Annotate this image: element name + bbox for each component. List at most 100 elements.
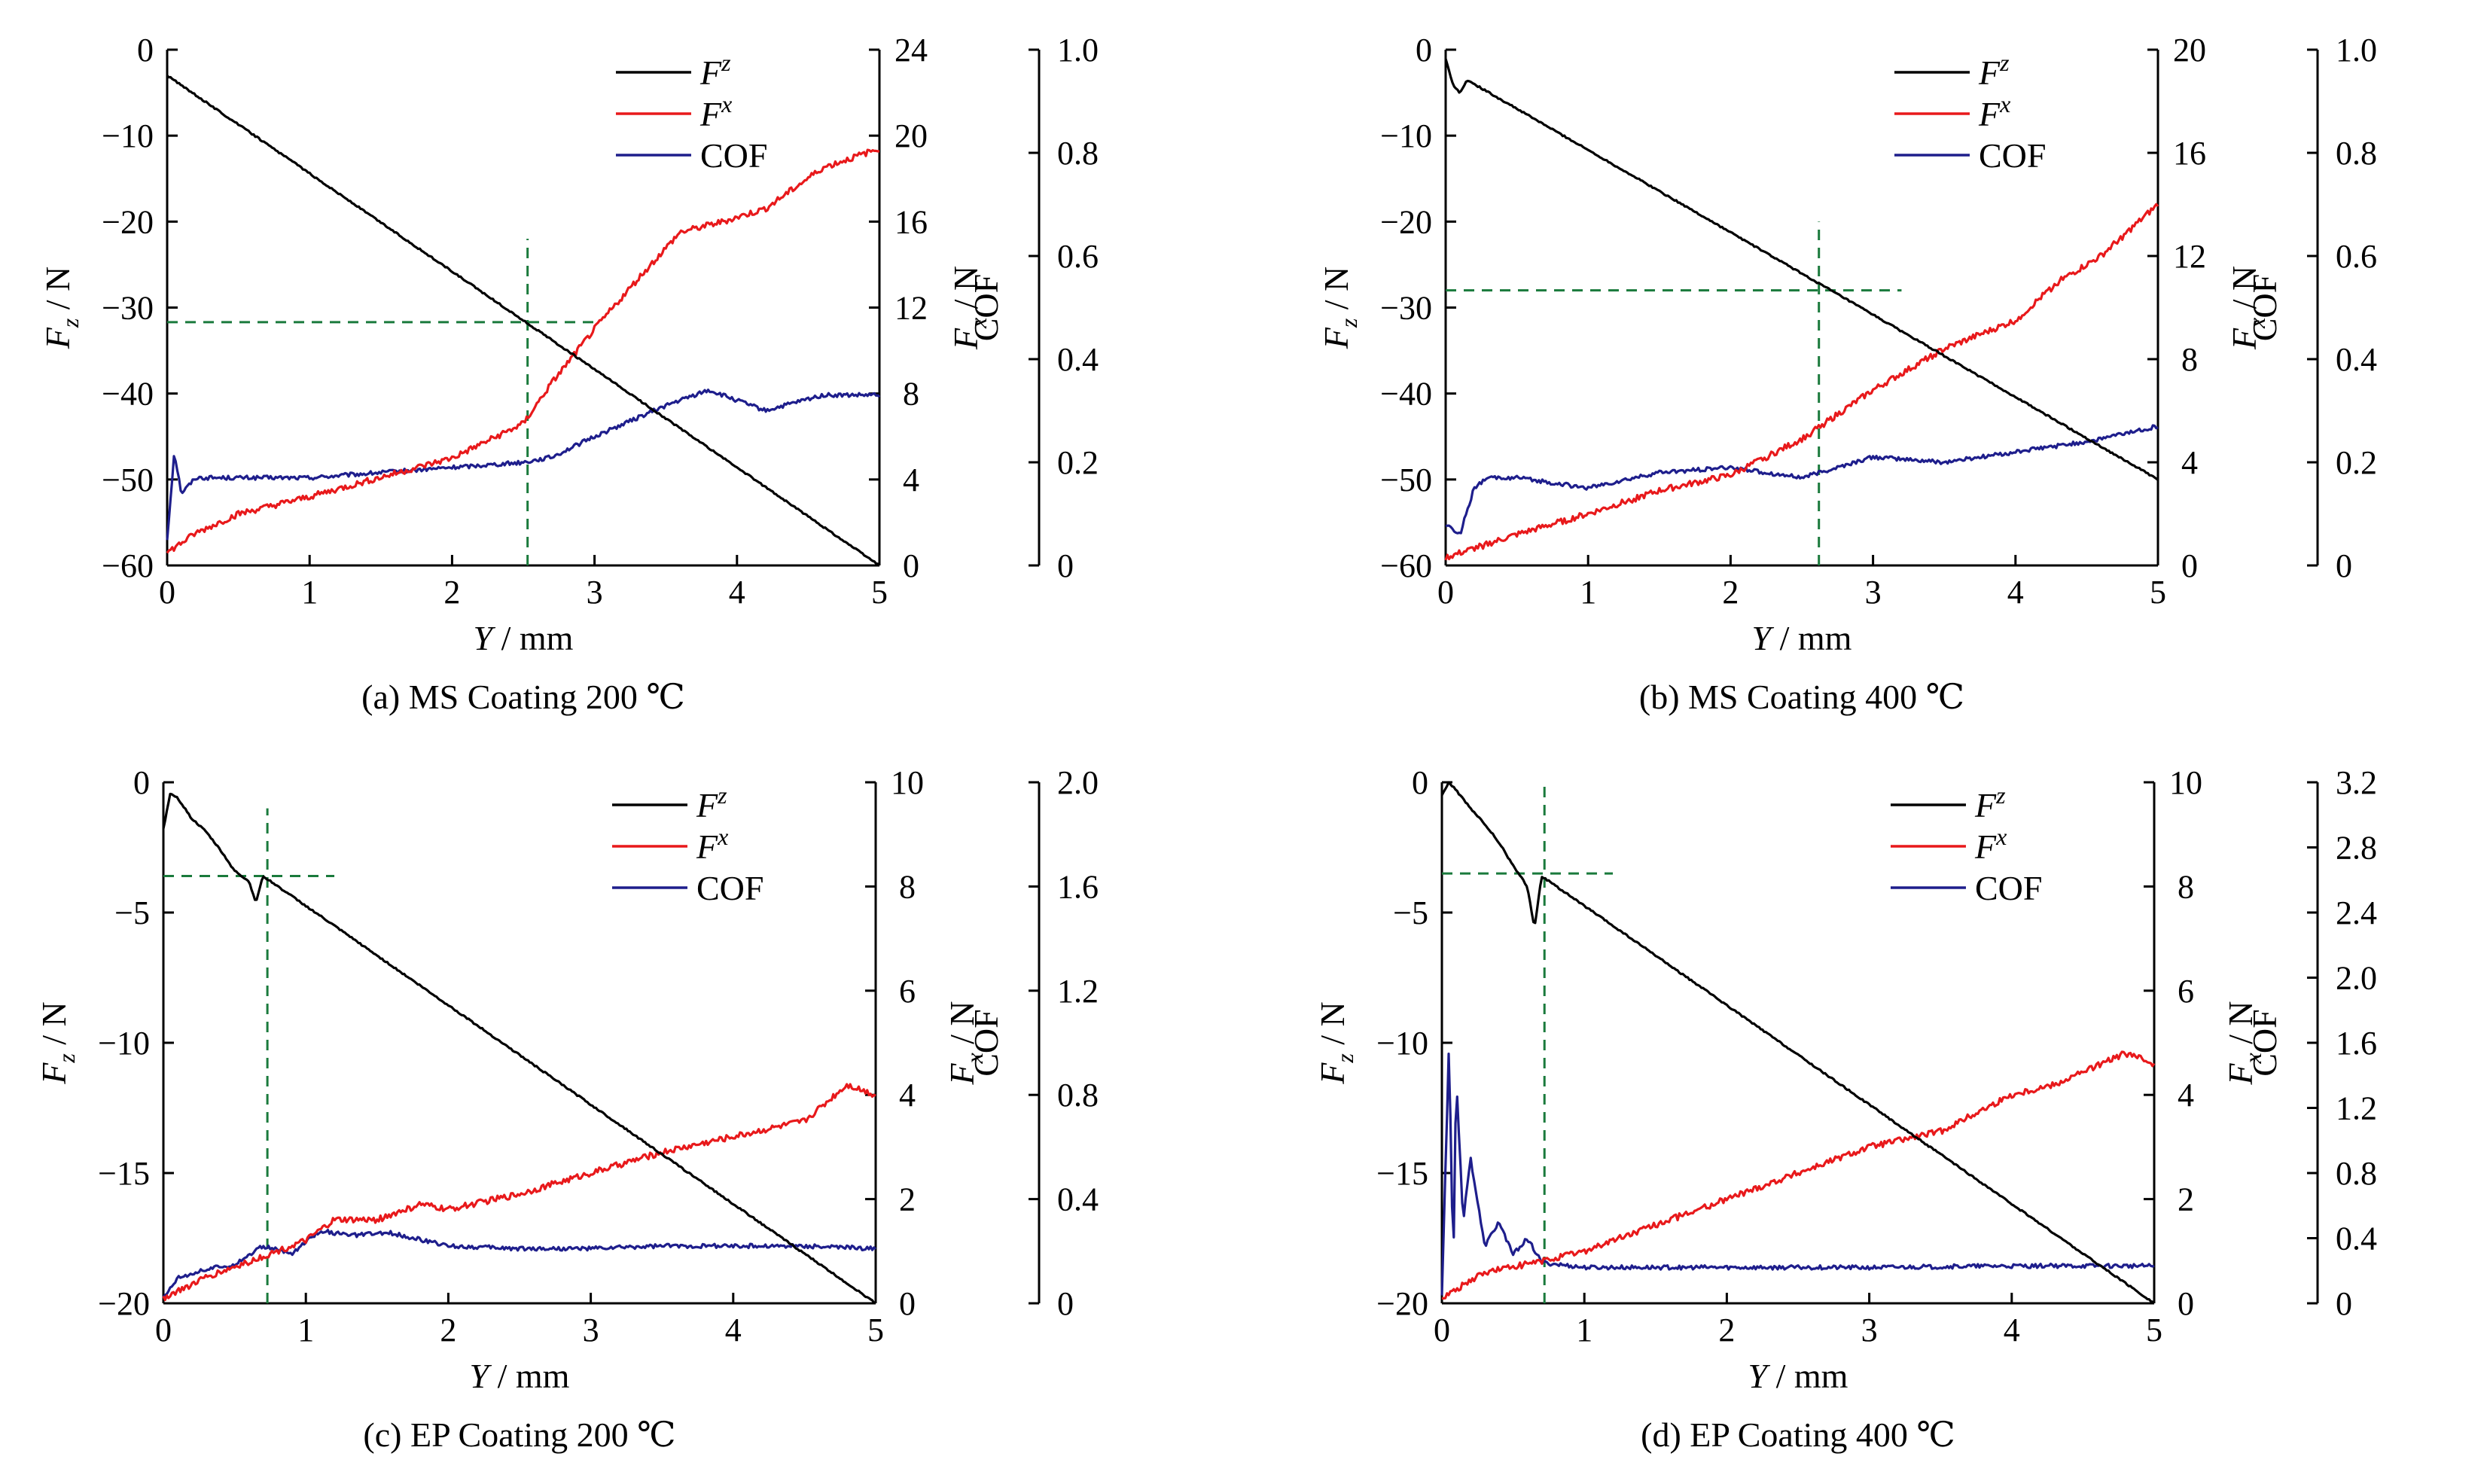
fx-tick-label: 4 [903, 462, 919, 498]
fx-tick-label: 4 [899, 1077, 916, 1114]
panel-caption: (b) MS Coating 400 ℃ [1639, 678, 1964, 716]
panel-b: 0 1 2 3 4 50−10−20−30−40−50−602016128401.00.8… [1317, 32, 2377, 716]
x-axis-label: Y / mm [1752, 619, 1852, 657]
series-line-cof [166, 389, 881, 541]
x-tick-label: 3 [587, 574, 603, 611]
x-tick-label: 5 [2150, 574, 2166, 611]
left-tick-label: −30 [1380, 290, 1432, 327]
cof-tick-label: 0.8 [2336, 135, 2377, 172]
fx-axis-label: Fx / N [946, 266, 992, 350]
x-tick-label: 0 [159, 574, 175, 611]
series-line-cof [162, 1229, 877, 1298]
cof-tick-label: 0.8 [2336, 1155, 2377, 1192]
panel-a: 0 1 2 3 4 50−10−20−30−40−50−60242016128401.00… [38, 32, 1099, 716]
series-line-fz [1444, 58, 2159, 481]
left-tick-label: 0 [1416, 32, 1432, 69]
left-tick-label: −10 [98, 1025, 150, 1062]
left-tick-label: 0 [133, 764, 150, 801]
legend-label-fz: Fz [1974, 782, 2006, 824]
fx-tick-label: 6 [2178, 973, 2194, 1010]
fx-tick-label: 12 [2173, 238, 2206, 275]
fx-tick-label: 16 [2173, 135, 2206, 172]
x-axis-label: Y / mm [1748, 1357, 1848, 1395]
fx-tick-label: 4 [2178, 1077, 2194, 1114]
left-tick-label: −60 [102, 547, 154, 584]
cof-tick-label: 0 [2336, 547, 2352, 584]
series-line-fx [162, 1083, 876, 1302]
panel-caption: (d) EP Coating 400 ℃ [1641, 1415, 1955, 1454]
fx-tick-label: 4 [2181, 444, 2198, 481]
fx-tick-label: 0 [2178, 1285, 2194, 1322]
left-tick-label: −20 [1380, 203, 1432, 240]
fx-tick-label: 24 [895, 32, 928, 69]
x-tick-label: 4 [2004, 1312, 2020, 1348]
cof-tick-label: 2.0 [2336, 960, 2377, 997]
left-axis-label: Fz / N [1317, 267, 1362, 350]
x-tick-label: 3 [583, 1312, 599, 1348]
fx-tick-label: 8 [899, 868, 916, 905]
x-tick-label: 5 [871, 574, 888, 611]
fx-tick-label: 0 [903, 547, 919, 584]
cof-axis-label: COF [967, 1009, 1005, 1076]
x-tick-label: 0 [1437, 574, 1454, 611]
cof-tick-label: 0.8 [1057, 1077, 1099, 1114]
legend-label-cof: COF [696, 869, 763, 907]
cof-tick-label: 2.0 [1057, 764, 1099, 801]
legend-label-fx: Fx [1978, 90, 2010, 133]
x-tick-label: 1 [297, 1312, 314, 1348]
x-axis-label: Y / mm [470, 1357, 570, 1395]
x-tick-label: 4 [725, 1312, 742, 1348]
fx-tick-label: 8 [903, 376, 919, 413]
left-tick-label: −30 [102, 290, 154, 327]
cof-tick-label: 0.4 [1057, 1181, 1099, 1218]
left-tick-label: 0 [137, 32, 154, 69]
cof-axis-label: COF [2245, 274, 2284, 341]
legend-label-fx: Fx [699, 90, 732, 133]
cof-tick-label: 1.2 [2336, 1090, 2377, 1127]
left-tick-label: 0 [1412, 764, 1428, 801]
cof-tick-label: 0 [1057, 547, 1074, 584]
series-line-cof [1445, 424, 2159, 535]
series-line-fx [166, 148, 880, 554]
cof-tick-label: 0.2 [1057, 444, 1099, 481]
cof-tick-label: 0.2 [2336, 444, 2377, 481]
series-line-fx [1444, 203, 2159, 561]
left-tick-label: −50 [102, 462, 154, 498]
series-line-cof [1440, 1053, 2155, 1296]
cof-tick-label: 0 [1057, 1285, 1074, 1322]
cof-tick-label: 0 [2336, 1285, 2352, 1322]
x-tick-label: 5 [867, 1312, 884, 1348]
legend-label-fz: Fz [696, 782, 727, 824]
series-line-fz [166, 75, 881, 567]
x-tick-label: 3 [1861, 1312, 1878, 1348]
left-tick-label: −20 [98, 1285, 150, 1322]
left-tick-label: −10 [1380, 117, 1432, 154]
left-tick-label: −5 [1393, 894, 1428, 931]
cof-tick-label: 1.6 [1057, 868, 1099, 905]
x-tick-label: 1 [1576, 1312, 1592, 1348]
cof-tick-label: 3.2 [2336, 764, 2377, 801]
fx-tick-label: 2 [899, 1181, 916, 1218]
legend-label-fx: Fx [696, 823, 728, 866]
panel-caption: (c) EP Coating 200 ℃ [363, 1415, 675, 1454]
series-line-fx [1441, 1050, 2156, 1300]
legend-label-fx: Fx [1974, 823, 2007, 866]
panel-caption: (a) MS Coating 200 ℃ [361, 678, 685, 716]
fx-tick-label: 0 [2181, 547, 2198, 584]
legend-label-fz: Fz [699, 49, 731, 92]
series-line-fz [162, 792, 876, 1305]
x-axis-label: Y / mm [474, 619, 574, 657]
x-tick-label: 4 [729, 574, 745, 611]
x-tick-label: 5 [2146, 1312, 2162, 1348]
cof-tick-label: 0.4 [2336, 341, 2377, 378]
left-tick-label: −15 [98, 1155, 150, 1192]
left-tick-label: −40 [102, 376, 154, 413]
left-axis-label: Fz / N [38, 267, 84, 350]
x-tick-label: 0 [1434, 1312, 1450, 1348]
left-axis-label: Fz / N [35, 1001, 80, 1085]
legend-label-cof: COF [1979, 136, 2046, 175]
left-tick-label: −10 [102, 117, 154, 154]
left-tick-label: −5 [114, 894, 150, 931]
left-tick-label: −60 [1380, 547, 1432, 584]
fx-tick-label: 0 [899, 1285, 916, 1322]
